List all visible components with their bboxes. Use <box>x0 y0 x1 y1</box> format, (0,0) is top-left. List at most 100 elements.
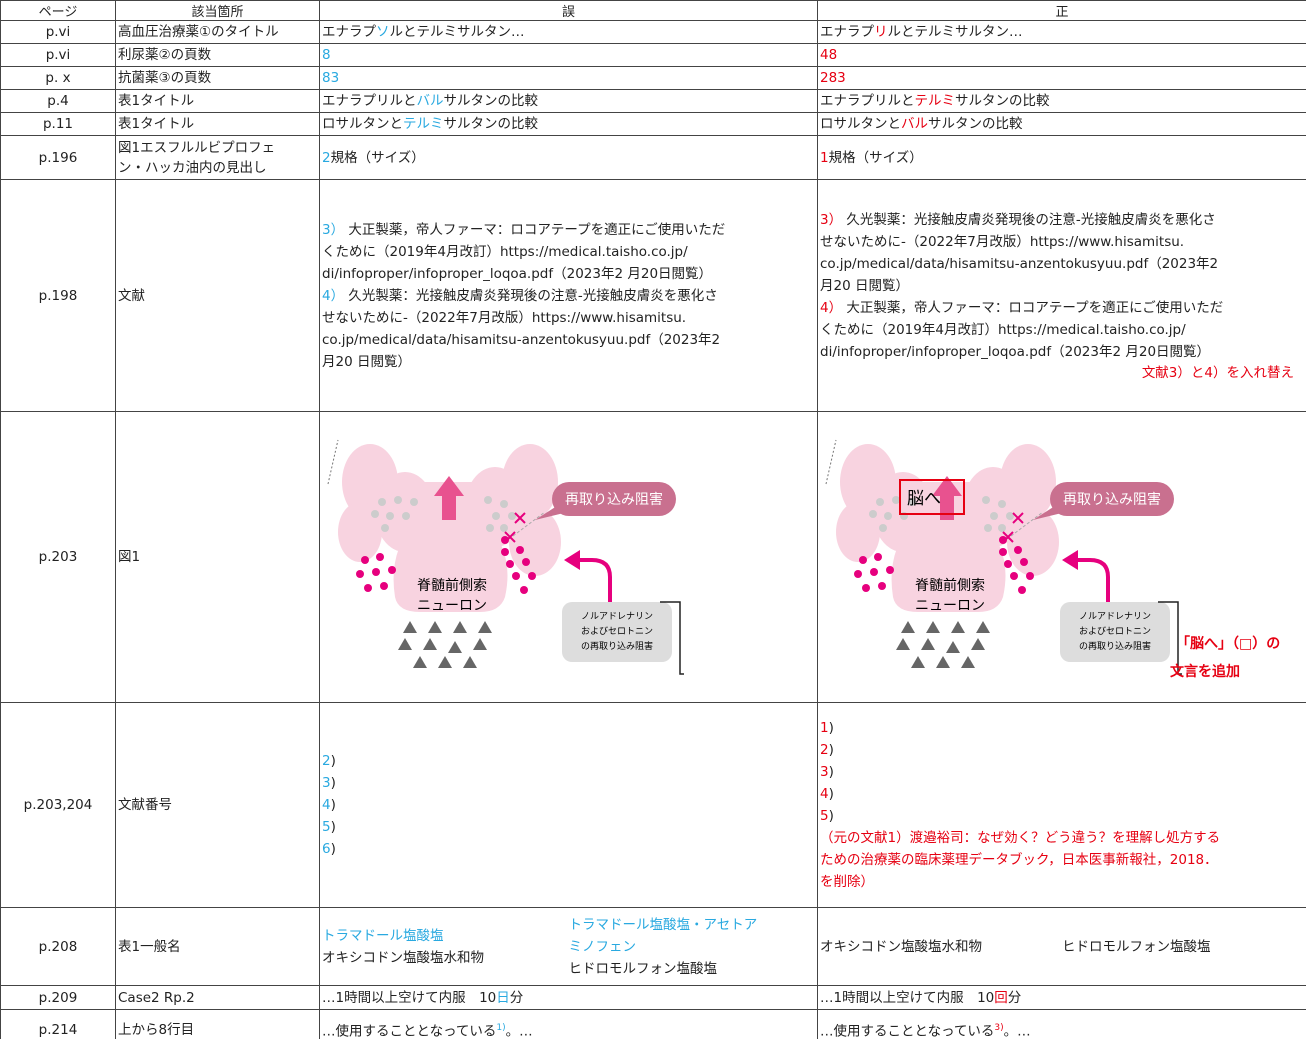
text-segment: 4 <box>820 786 829 802</box>
text-segment: 日 <box>496 989 510 1006</box>
gray-dot <box>884 512 892 520</box>
triangle <box>926 621 940 633</box>
text-segment: トラマドール塩酸塩・アセトア <box>568 916 758 933</box>
neuron-label: 脊髄前側索 <box>915 577 985 594</box>
magenta-dot <box>870 568 878 576</box>
table-row: p.4 表1タイトル エナラプリルとバルサルタンの比較 エナラプリルとテルミサルタンの… <box>0 89 1306 113</box>
table-row: p.203 図1 再取り込み阻害 脊髄前側索 ニューロン ノルアドレナリン およびセロトニン… <box>0 411 1306 703</box>
text-segment: ) <box>330 819 336 835</box>
text-line: オキシコドン塩酸塩水和物 <box>820 936 1062 958</box>
block-mark <box>1012 512 1024 524</box>
text-line: を削除） <box>820 871 1304 893</box>
magenta-dot <box>361 556 369 564</box>
place-cell: 利尿薬②の頁数 <box>115 43 320 67</box>
text-line: せないために-（2022年7月改版）https://www.hisamitsu. <box>820 231 1304 253</box>
gray-dot <box>500 524 508 532</box>
wrong-cell: エナラプソルとテルミサルタン… <box>319 20 818 44</box>
annotation-text: 文言を追加 <box>1170 663 1240 680</box>
text-line: 6) <box>322 838 815 860</box>
callout-text: 再取り込み阻害 <box>565 492 663 508</box>
text-segment: 6 <box>322 841 331 857</box>
text-line: くために（2019年4月改訂）https://medical.taisho.co… <box>322 241 815 263</box>
callout-bubble <box>552 482 676 516</box>
text-line: co.jp/medical/data/hisamitsu-anzentokusy… <box>322 329 815 351</box>
text-segment: エナラプ <box>820 24 874 40</box>
text-line: …使用することとなっている3)。… <box>820 1017 1304 1039</box>
text-segment: 分 <box>1007 989 1022 1006</box>
magenta-dot <box>999 536 1007 544</box>
magenta-dot <box>520 586 528 594</box>
text-line: …使用することとなっている1)。… <box>322 1017 815 1039</box>
text-segment: ) <box>330 753 336 769</box>
right-cell: エナラプリルとテルミサルタンの比較 <box>817 89 1306 113</box>
page-cell: p.vi <box>0 43 116 67</box>
triangle <box>911 656 925 668</box>
place-cell: 上から8行目 <box>115 1009 320 1039</box>
table-row: p.vi 高血圧治療薬①のタイトル エナラプソルとテルミサルタン… エナラプリルとテル… <box>0 20 1306 44</box>
gray-dot <box>371 510 379 518</box>
text-segment: di/infoproper/infoproper_loqoa.pdf（2023年… <box>322 265 713 282</box>
text-segment: ) <box>828 720 834 736</box>
neuron-shape <box>509 508 561 576</box>
text-line: トラマドール塩酸塩 <box>322 925 569 947</box>
callout-bubble <box>1050 482 1174 516</box>
page-cell: p.203 <box>0 411 116 703</box>
text-segment: ミノフェン <box>568 938 637 955</box>
text-segment: 5 <box>322 819 331 835</box>
text-segment: くために（2019年4月改訂）https://medical.taisho.co… <box>820 321 1186 338</box>
text-line: 4） 久光製薬：光接触皮膚炎発現後の注意-光接触皮膚炎を悪化さ <box>322 285 815 307</box>
arrow-head <box>932 476 962 496</box>
place-line: 上から8行目 <box>118 1021 195 1038</box>
gray-dot <box>908 498 916 506</box>
text-segment: 3) <box>994 1022 1004 1033</box>
text-segment: …使用することとなっている <box>322 1023 497 1039</box>
gray-dot <box>998 524 1006 532</box>
figure: 再取り込み阻害脊髄前側索ニューロンノルアドレナリンおよびセロトニンの再取り込み阻… <box>825 439 1280 680</box>
gray-dot <box>998 500 1006 508</box>
gray-dot <box>500 500 508 508</box>
text-segment: 3 <box>322 775 331 791</box>
text-line: ミノフェン <box>569 936 816 958</box>
table-row: p.196 図1エスフルルビプロフェ ン・ハッカ油内の見出し 2規格（サイズ） 1規格（… <box>0 135 1306 180</box>
right-cell: 再取り込み阻害 脊髄前側索 ニューロン ノルアドレナリン およびセロトニン の再取り込み阻… <box>817 411 1306 703</box>
magenta-dot <box>854 570 862 578</box>
text-line: エナラプソルとテルミサルタン… <box>322 22 815 43</box>
text-segment: 8 <box>322 47 331 63</box>
text-line: 5) <box>322 816 815 838</box>
right-cell: …1時間以上空けて内服 10回分 <box>817 985 1306 1010</box>
page-cell: p.4 <box>0 89 116 113</box>
text-line: di/infoproper/infoproper_loqoa.pdf（2023年… <box>322 263 815 285</box>
triangle <box>448 641 462 653</box>
magenta-dot <box>1004 560 1012 568</box>
gray-dot <box>378 498 386 506</box>
magenta-dot <box>372 568 380 576</box>
text-segment: サルタンの比較 <box>443 116 539 132</box>
text-line: エナラプリルとテルミサルタン… <box>820 22 1304 43</box>
arrow-shaft <box>442 494 456 520</box>
wrong-cell: 2) 3) 4) 5) 6) <box>319 702 818 908</box>
text-segment: 83 <box>322 70 340 86</box>
magenta-dot <box>380 582 388 590</box>
note-text: の再取り込み阻害 <box>581 640 653 652</box>
dotted-line <box>825 439 837 485</box>
gray-dot <box>508 512 516 520</box>
text-line: トラマドール塩酸塩・アセトア <box>569 914 816 936</box>
gray-dot <box>876 498 884 506</box>
text-segment: 48 <box>820 47 838 63</box>
neuron-label: ニューロン <box>417 598 487 614</box>
pointer-head <box>564 550 580 570</box>
right-cell: …使用することとなっている3)。… <box>817 1009 1306 1039</box>
text-segment: 大正製薬，帝人ファーマ：ロコアテープを適正にご使用いただ <box>842 299 1224 316</box>
place-line: 文献番号 <box>118 797 172 813</box>
place-line: 図1 <box>118 549 141 565</box>
page-cell: p.209 <box>0 985 116 1010</box>
right-cell: ロサルタンとバルサルタンの比較 <box>817 112 1306 136</box>
triangle <box>946 641 960 653</box>
magenta-dot <box>516 546 524 554</box>
gray-dot <box>492 512 500 520</box>
note-text: ノルアドレナリン <box>581 611 653 622</box>
text-segment: 久光製薬：光接触皮膚炎発現後の注意-光接触皮膚炎を悪化さ <box>344 287 718 304</box>
label-text: 脳へ <box>907 489 941 509</box>
pointer-head <box>1062 550 1078 570</box>
right-cell: 3） 久光製薬：光接触皮膚炎発現後の注意-光接触皮膚炎を悪化さ せないために-（2… <box>817 179 1306 412</box>
